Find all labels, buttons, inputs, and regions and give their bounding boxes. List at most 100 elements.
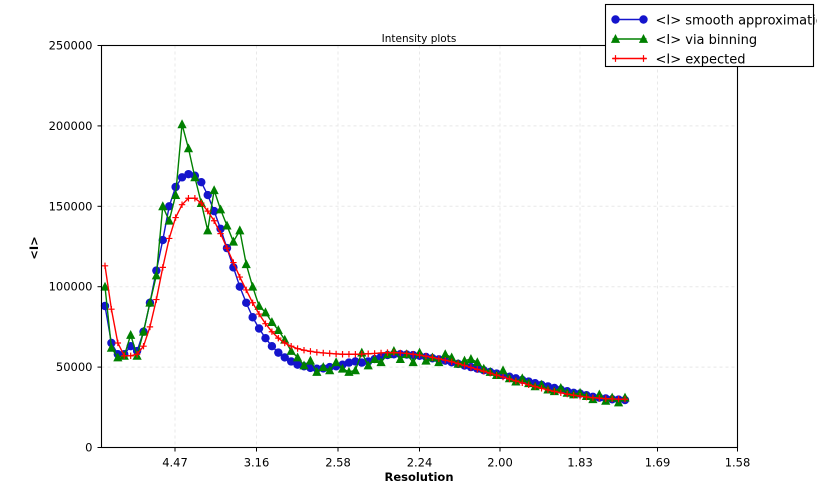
data-point xyxy=(376,357,386,367)
chart-title: Intensity plots xyxy=(382,33,457,45)
data-point xyxy=(306,363,315,373)
data-point xyxy=(166,235,173,242)
data-point xyxy=(344,358,354,367)
data-point xyxy=(365,350,372,357)
data-point xyxy=(345,351,353,358)
data-point xyxy=(273,325,283,335)
data-point xyxy=(499,373,507,381)
data-point xyxy=(235,282,245,291)
data-point xyxy=(493,371,500,379)
legend-marker-triangle-icon xyxy=(610,34,621,43)
data-point xyxy=(203,190,212,200)
series-layer xyxy=(100,119,630,407)
data-point xyxy=(127,352,134,360)
data-point xyxy=(377,349,385,357)
data-point xyxy=(171,190,181,199)
data-point xyxy=(236,273,244,281)
data-point xyxy=(267,317,277,326)
legend-item-2[interactable]: <I> via binning xyxy=(610,33,757,48)
data-point xyxy=(596,394,603,402)
data-point xyxy=(313,349,321,356)
data-point xyxy=(286,357,296,366)
data-point xyxy=(556,383,566,392)
data-point xyxy=(106,342,117,352)
data-point xyxy=(171,182,180,192)
legend-item-1[interactable]: <I> smooth approximation xyxy=(611,14,817,29)
data-point xyxy=(474,366,481,373)
x-tick-label: 4.47 xyxy=(162,456,188,470)
data-point xyxy=(215,204,226,214)
legend[interactable]: <I> smooth approximation <I> via binning <… xyxy=(604,3,817,68)
data-point xyxy=(536,379,547,389)
data-point xyxy=(108,306,115,313)
data-point xyxy=(544,386,552,394)
data-point xyxy=(350,365,360,375)
data-point xyxy=(230,259,237,266)
data-point xyxy=(416,352,423,359)
data-point xyxy=(241,259,251,269)
legend-item-3[interactable]: <I> expected xyxy=(612,53,745,68)
data-point xyxy=(249,299,256,306)
x-tick-label: 1.69 xyxy=(645,456,671,470)
data-point xyxy=(280,353,289,362)
data-point xyxy=(294,345,301,352)
data-point xyxy=(153,296,160,303)
series-3 xyxy=(101,195,629,403)
data-point xyxy=(435,355,443,362)
x-tick-label: 2.24 xyxy=(407,456,433,470)
data-point xyxy=(602,395,609,402)
data-point xyxy=(467,364,475,371)
data-point xyxy=(248,281,258,291)
data-point xyxy=(248,313,257,322)
y-tick-label: 100000 xyxy=(49,280,93,294)
data-point xyxy=(183,143,194,153)
data-point xyxy=(159,264,166,271)
data-point xyxy=(190,172,200,182)
data-point xyxy=(158,235,167,245)
data-point xyxy=(352,351,359,358)
data-point xyxy=(409,351,417,358)
data-point xyxy=(114,339,122,347)
data-point xyxy=(177,173,187,182)
data-point xyxy=(570,392,577,399)
data-point xyxy=(172,214,179,221)
data-point xyxy=(576,393,584,400)
data-point xyxy=(466,354,476,363)
data-point xyxy=(357,358,366,367)
data-point xyxy=(191,195,199,202)
data-point xyxy=(442,356,449,364)
series-line xyxy=(104,123,626,404)
data-point xyxy=(337,363,348,373)
data-point xyxy=(210,217,218,224)
data-point xyxy=(421,355,431,365)
data-point xyxy=(151,270,161,280)
data-point xyxy=(621,396,629,403)
legend-marker-plus-icon xyxy=(612,55,619,62)
y-tick-label: 200000 xyxy=(49,119,93,133)
data-point xyxy=(126,329,136,339)
data-point xyxy=(512,377,520,385)
data-point xyxy=(454,360,462,367)
data-point xyxy=(370,354,380,363)
data-point xyxy=(267,342,277,351)
data-point xyxy=(255,310,263,318)
data-point xyxy=(299,360,309,370)
data-point xyxy=(422,352,430,360)
data-point xyxy=(440,349,450,359)
data-point xyxy=(203,225,213,235)
x-axis-ticks: 4.47 3.16 2.58 2.24 2.00 1.83 1.69 1.58 xyxy=(162,447,751,470)
data-point xyxy=(472,357,482,367)
data-point xyxy=(293,360,302,369)
data-point xyxy=(608,395,616,403)
x-tick-label: 1.83 xyxy=(567,456,593,470)
data-point xyxy=(158,201,168,211)
data-point xyxy=(551,388,558,395)
data-point xyxy=(519,379,526,387)
x-tick-label: 1.58 xyxy=(725,456,751,470)
y-tick-label: 150000 xyxy=(49,199,93,213)
data-point xyxy=(371,350,378,357)
data-point xyxy=(178,201,186,208)
data-point xyxy=(138,326,149,336)
